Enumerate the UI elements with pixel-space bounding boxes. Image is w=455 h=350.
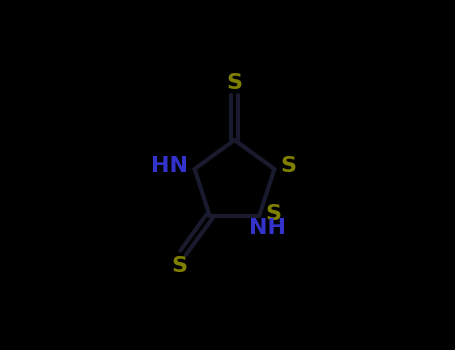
Text: S: S	[172, 256, 187, 276]
Text: HN: HN	[151, 155, 188, 175]
Text: S: S	[227, 73, 243, 93]
Text: S: S	[265, 204, 282, 224]
Text: S: S	[281, 156, 297, 176]
Text: NH: NH	[248, 218, 285, 238]
